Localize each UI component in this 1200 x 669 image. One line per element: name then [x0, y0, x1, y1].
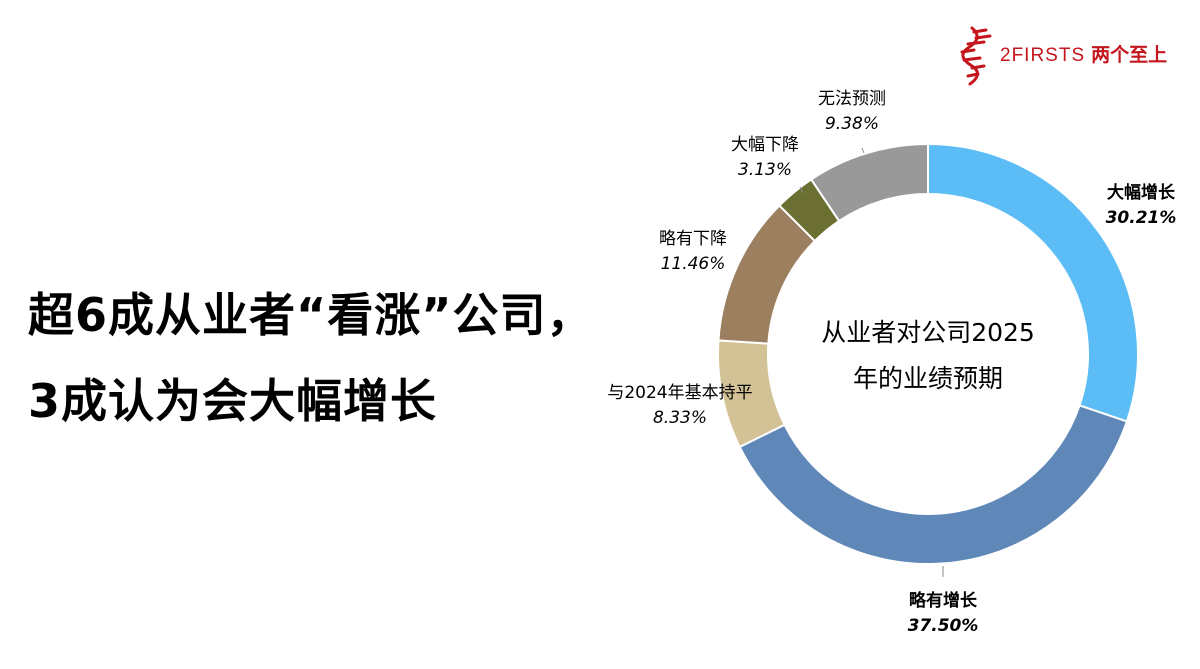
slice-labels: 大幅增长 30.21% 略有增长 37.50% 与2024年基本持平 8.33% 略有下降 1… — [607, 89, 1176, 636]
slice-label-value-3: 11.46% — [661, 254, 726, 274]
slice-label-value-5: 9.38% — [825, 114, 879, 134]
logo-text: 2FIRSTS 两个至上 — [1000, 40, 1167, 67]
slice-label-name-0: 大幅增长 — [1107, 182, 1176, 203]
slice-0 — [927, 142, 1139, 423]
slice-label-name-1: 略有增长 — [909, 590, 978, 611]
slice-label-value-0: 30.21% — [1106, 208, 1177, 228]
logo-en: 2FIRSTS — [1000, 45, 1086, 66]
slice-label-value-2: 8.33% — [653, 408, 707, 428]
slice-label-value-1: 37.50% — [908, 616, 979, 636]
leader-line-5 — [861, 147, 865, 154]
slice-label-name-5: 无法预测 — [818, 89, 886, 109]
slice-label-name-3: 略有下降 — [659, 229, 727, 249]
slice-label-name-4: 大幅下降 — [731, 135, 799, 155]
slice-label-name-2: 与2024年基本持平 — [607, 383, 752, 403]
headline: 超6成从业者“看涨”公司， 3成认为会大幅增长 — [28, 272, 593, 444]
slice-1 — [738, 404, 1129, 565]
donut-slices — [717, 142, 1139, 565]
center-label-line-2: 年的业绩预期 — [853, 364, 1003, 393]
leader-lines — [799, 147, 944, 577]
headline-line-2: 3成认为会大幅增长 — [28, 374, 438, 428]
logo-cn: 两个至上 — [1091, 45, 1168, 66]
slice-5 — [809, 142, 929, 223]
slice-label-value-4: 3.13% — [738, 160, 792, 180]
brand-logo: 2FIRSTS 两个至上 — [954, 24, 1184, 86]
center-label-line-1: 从业者对公司2025 — [821, 318, 1035, 347]
leader-line-4 — [799, 186, 804, 194]
headline-line-1: 超6成从业者“看涨”公司， — [28, 288, 594, 342]
dna-icon — [960, 26, 992, 86]
